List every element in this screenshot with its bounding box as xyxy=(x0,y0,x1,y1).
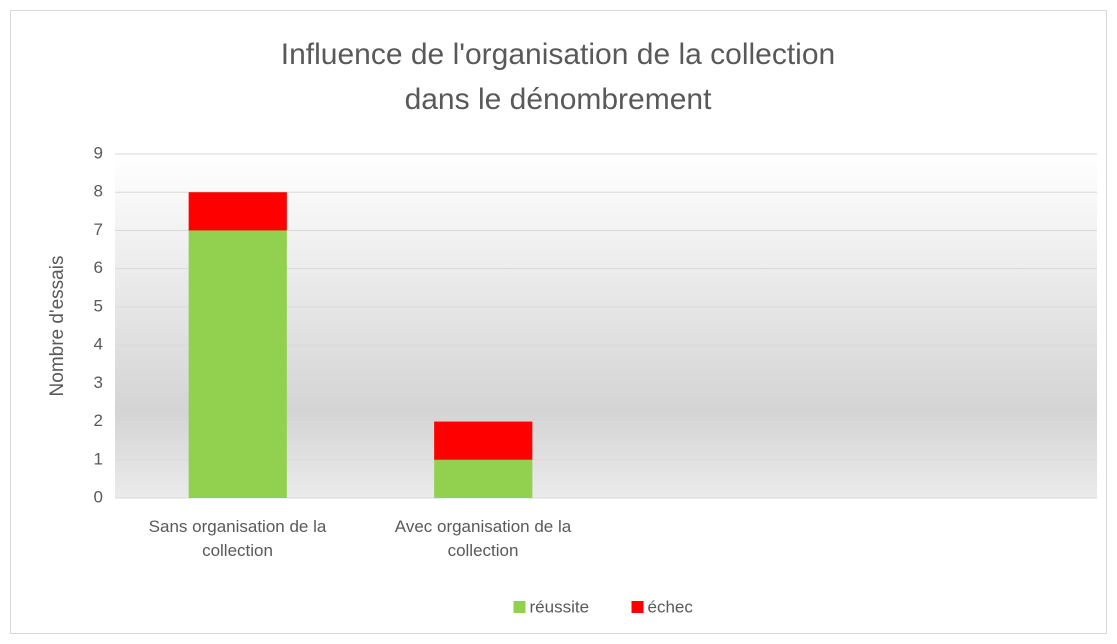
bar-segment xyxy=(434,459,533,498)
y-tick-label: 6 xyxy=(94,258,103,277)
bar-segment xyxy=(434,421,533,460)
x-tick-label: Avec organisation de la collection xyxy=(394,517,572,560)
y-axis-label: Nombre d'essais xyxy=(47,256,68,397)
y-tick-label: 1 xyxy=(94,449,103,468)
y-tick-label: 0 xyxy=(94,487,103,506)
bar-segment xyxy=(188,192,287,231)
legend-swatch xyxy=(513,601,526,613)
legend-swatch xyxy=(631,601,644,613)
x-tick-label: Sans organisation de la collection xyxy=(148,517,327,560)
y-tick-label: 5 xyxy=(94,296,103,315)
y-tick-label: 7 xyxy=(94,220,103,239)
y-tick-label: 9 xyxy=(94,143,103,162)
y-tick-label: 8 xyxy=(94,182,103,201)
legend-label: réussite xyxy=(530,597,590,616)
y-tick-label: 4 xyxy=(94,335,103,354)
bar-segment xyxy=(188,230,287,498)
chart-title: Influence de l'organisation de la collec… xyxy=(280,38,836,116)
legend-label: échec xyxy=(648,597,694,616)
y-tick-label: 2 xyxy=(94,411,103,430)
y-tick-label: 3 xyxy=(94,373,103,392)
